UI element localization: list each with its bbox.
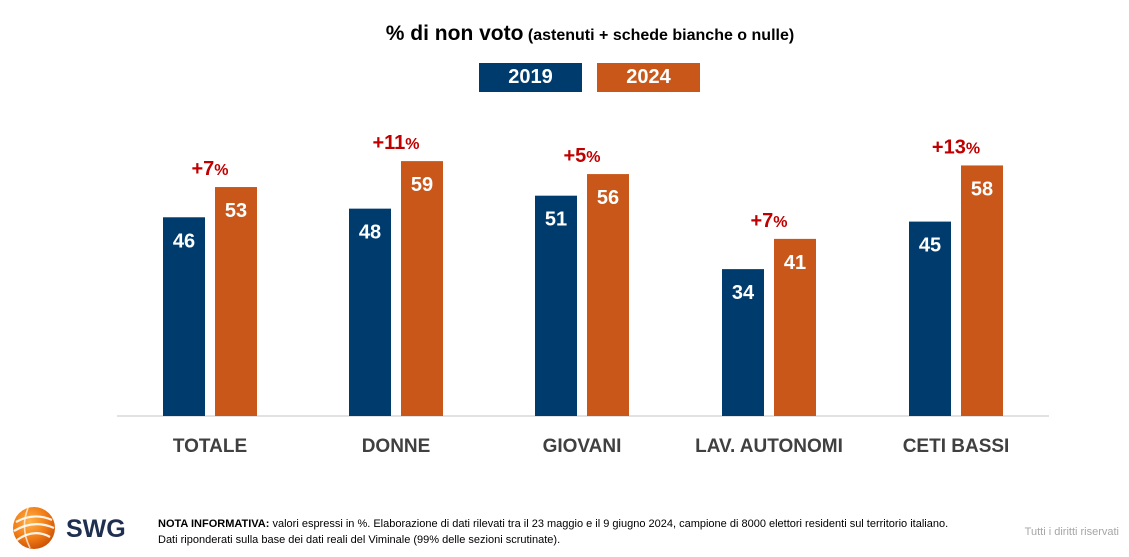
bar-2019-1 bbox=[349, 208, 391, 416]
bar-2019-0 bbox=[163, 217, 205, 416]
footer-note: NOTA INFORMATIVA: valori espressi in %. … bbox=[158, 516, 958, 548]
data-label-2024-2: 56 bbox=[597, 187, 619, 209]
note-label: NOTA INFORMATIVA: bbox=[158, 518, 270, 530]
bar-2019-4 bbox=[909, 221, 951, 416]
difference-label-1: +11% bbox=[372, 132, 419, 154]
category-label-1: DONNE bbox=[362, 436, 431, 457]
note-text: valori espressi in %. Elaborazione di da… bbox=[158, 518, 949, 546]
swg-globe-logo-icon: SWG bbox=[13, 507, 126, 549]
category-label-2: GIOVANI bbox=[543, 436, 622, 457]
data-label-2019-1: 48 bbox=[359, 222, 381, 244]
category-label-4: CETI BASSI bbox=[903, 436, 1010, 457]
data-label-2024-4: 58 bbox=[971, 178, 993, 200]
difference-label-0: +7% bbox=[191, 158, 228, 180]
difference-label-3: +7% bbox=[750, 210, 787, 232]
bar-2024-1 bbox=[401, 161, 443, 416]
chart-title: % di non voto (astenuti + schede bianche… bbox=[0, 22, 1129, 46]
data-label-2019-0: 46 bbox=[173, 230, 195, 252]
rights-reserved: Tutti i diritti riservati bbox=[1024, 526, 1119, 538]
data-label-2024-0: 53 bbox=[225, 200, 247, 222]
bar-2019-2 bbox=[535, 195, 577, 416]
bar-2024-4 bbox=[961, 165, 1003, 416]
data-label-2019-4: 45 bbox=[919, 235, 941, 257]
bar-2024-0 bbox=[215, 187, 257, 416]
bar-chart: 46 53 +7% TOTALE 48 59 +11% DONNE 51 56 +5% GIOVANI… bbox=[117, 132, 1049, 457]
category-label-3: LAV. AUTONOMI bbox=[695, 436, 843, 457]
data-label-2019-3: 34 bbox=[732, 282, 755, 304]
data-label-2019-2: 51 bbox=[545, 209, 567, 231]
bar-2019-3 bbox=[722, 269, 764, 416]
data-label-2024-3: 41 bbox=[784, 252, 806, 274]
data-label-2024-1: 59 bbox=[411, 174, 433, 196]
legend-2024: 2024 bbox=[597, 63, 700, 92]
chart-subtitle: (astenuti + schede bianche o nulle) bbox=[527, 27, 795, 44]
legend-2019: 2019 bbox=[479, 63, 582, 92]
logo-text: SWG bbox=[66, 515, 126, 543]
bar-2024-2 bbox=[587, 174, 629, 416]
bar-2024-3 bbox=[774, 238, 816, 416]
category-label-0: TOTALE bbox=[173, 436, 247, 457]
chart-title-main: % di non voto bbox=[385, 22, 524, 45]
difference-label-2: +5% bbox=[563, 145, 600, 167]
difference-label-4: +13% bbox=[932, 136, 980, 158]
